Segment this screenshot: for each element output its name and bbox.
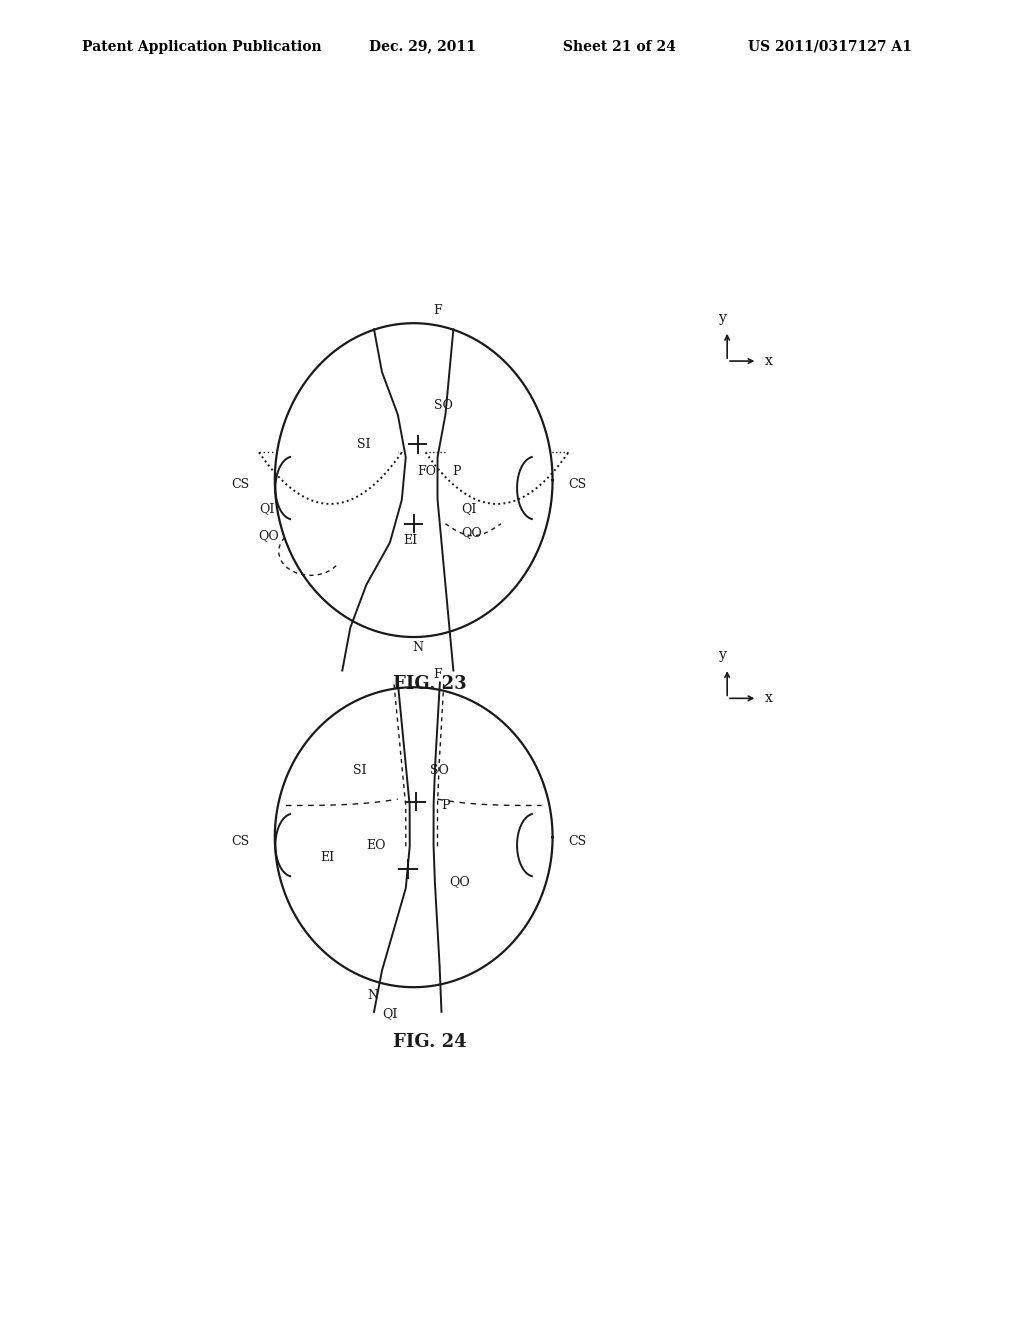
Text: EI: EI	[321, 851, 334, 865]
Text: SO: SO	[433, 399, 453, 412]
Text: P: P	[452, 465, 461, 478]
Text: US 2011/0317127 A1: US 2011/0317127 A1	[748, 40, 911, 54]
Text: QO: QO	[258, 529, 279, 543]
Text: QI: QI	[461, 502, 477, 515]
Text: FO: FO	[418, 465, 436, 478]
Text: F: F	[433, 668, 442, 681]
Text: CS: CS	[231, 836, 249, 849]
Text: x: x	[765, 692, 773, 705]
Text: SI: SI	[356, 438, 370, 451]
Text: P: P	[441, 800, 450, 812]
Text: CS: CS	[568, 836, 587, 849]
Text: SO: SO	[430, 764, 449, 776]
Text: N: N	[413, 642, 423, 655]
Text: x: x	[765, 354, 773, 368]
Text: QI: QI	[382, 1007, 397, 1020]
Text: Dec. 29, 2011: Dec. 29, 2011	[369, 40, 475, 54]
Text: F: F	[433, 304, 442, 317]
Text: SI: SI	[352, 764, 367, 776]
Text: FIG. 24: FIG. 24	[393, 1032, 466, 1051]
Text: QO: QO	[450, 875, 470, 888]
Text: EI: EI	[403, 533, 418, 546]
Text: FIG. 23: FIG. 23	[393, 675, 466, 693]
Text: Patent Application Publication: Patent Application Publication	[82, 40, 322, 54]
Text: QI: QI	[259, 502, 274, 515]
Text: CS: CS	[231, 478, 249, 491]
Text: QO: QO	[461, 525, 482, 539]
Text: EO: EO	[367, 840, 386, 853]
Text: Sheet 21 of 24: Sheet 21 of 24	[563, 40, 676, 54]
Text: y: y	[719, 648, 727, 661]
Text: CS: CS	[568, 478, 587, 491]
Text: N: N	[367, 989, 378, 1002]
Text: y: y	[719, 310, 727, 325]
